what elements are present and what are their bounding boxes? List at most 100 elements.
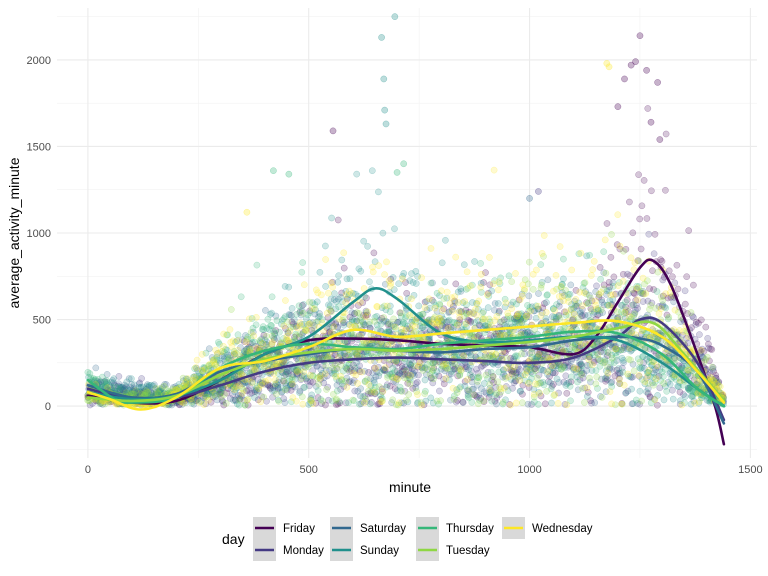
legend-label-friday: Friday <box>283 523 315 535</box>
data-point <box>264 381 272 389</box>
data-point <box>440 380 448 388</box>
data-point <box>486 254 493 261</box>
data-point <box>585 353 593 361</box>
data-point <box>604 352 611 359</box>
data-point <box>273 390 280 398</box>
data-point <box>530 390 538 398</box>
data-point <box>708 363 716 371</box>
data-point <box>466 310 474 318</box>
data-point <box>551 391 559 398</box>
data-point <box>459 399 467 406</box>
data-point <box>280 358 287 366</box>
data-point <box>276 328 283 336</box>
data-point <box>636 215 644 223</box>
data-point <box>415 302 423 310</box>
data-point <box>583 384 591 392</box>
data-point <box>652 375 660 383</box>
data-point <box>508 370 516 378</box>
data-point <box>619 277 627 285</box>
data-point <box>354 302 362 309</box>
outlier-point <box>380 75 388 83</box>
data-point <box>456 316 464 324</box>
data-point <box>467 374 475 381</box>
data-point <box>354 380 361 387</box>
data-point <box>198 350 206 358</box>
data-point <box>536 389 544 397</box>
data-point <box>560 275 567 283</box>
data-point <box>642 290 650 297</box>
data-point <box>420 401 428 409</box>
data-point <box>286 327 294 335</box>
data-point <box>549 381 557 388</box>
data-point <box>598 299 606 306</box>
data-point <box>371 317 378 325</box>
data-point <box>644 390 652 397</box>
data-point <box>541 300 548 307</box>
data-point <box>464 376 471 383</box>
data-point <box>375 188 382 196</box>
data-point <box>571 310 578 318</box>
data-point <box>606 283 613 291</box>
data-point <box>351 310 359 318</box>
data-point <box>402 367 410 375</box>
data-point <box>367 390 375 397</box>
data-point <box>387 275 395 283</box>
data-point <box>650 250 658 258</box>
data-point <box>626 313 633 321</box>
data-point <box>322 256 329 263</box>
data-point <box>610 273 618 281</box>
data-point <box>281 386 289 394</box>
data-point <box>479 309 486 317</box>
data-point <box>672 356 679 363</box>
data-point <box>613 241 621 248</box>
data-point <box>630 367 638 375</box>
data-point <box>550 287 557 295</box>
data-point <box>295 333 303 341</box>
data-point <box>356 298 364 306</box>
data-point <box>337 372 344 380</box>
data-point <box>340 264 348 272</box>
data-point <box>392 373 400 381</box>
data-point <box>492 351 500 358</box>
data-point <box>616 380 623 387</box>
data-point <box>245 343 253 351</box>
outlier-point <box>243 208 251 216</box>
data-point <box>485 393 493 401</box>
data-point <box>324 314 332 321</box>
data-point <box>398 388 406 395</box>
outlier-point <box>605 63 613 71</box>
data-point <box>575 344 583 352</box>
data-point <box>653 362 661 370</box>
data-point <box>467 282 474 290</box>
data-point <box>534 401 542 408</box>
data-point <box>346 275 354 282</box>
data-point <box>640 177 648 184</box>
data-point <box>635 372 643 379</box>
data-point <box>702 323 710 331</box>
data-point <box>551 307 558 314</box>
data-point <box>544 368 552 376</box>
data-point <box>378 385 386 393</box>
data-point <box>525 384 533 391</box>
data-point <box>440 305 448 313</box>
data-point <box>234 331 242 339</box>
data-point <box>606 388 614 395</box>
data-point <box>351 367 358 375</box>
data-point <box>637 245 645 253</box>
data-point <box>639 274 647 282</box>
data-point <box>377 395 384 403</box>
data-point <box>380 314 388 321</box>
data-point <box>514 315 522 323</box>
data-point <box>626 198 633 206</box>
data-point <box>116 386 123 393</box>
data-point <box>454 397 461 404</box>
data-point <box>707 345 714 353</box>
data-point <box>622 303 629 311</box>
data-point <box>454 321 461 329</box>
data-point <box>522 311 530 318</box>
data-point <box>572 296 580 303</box>
outlier-point <box>285 170 293 178</box>
data-point <box>540 232 548 239</box>
data-point <box>442 236 449 244</box>
